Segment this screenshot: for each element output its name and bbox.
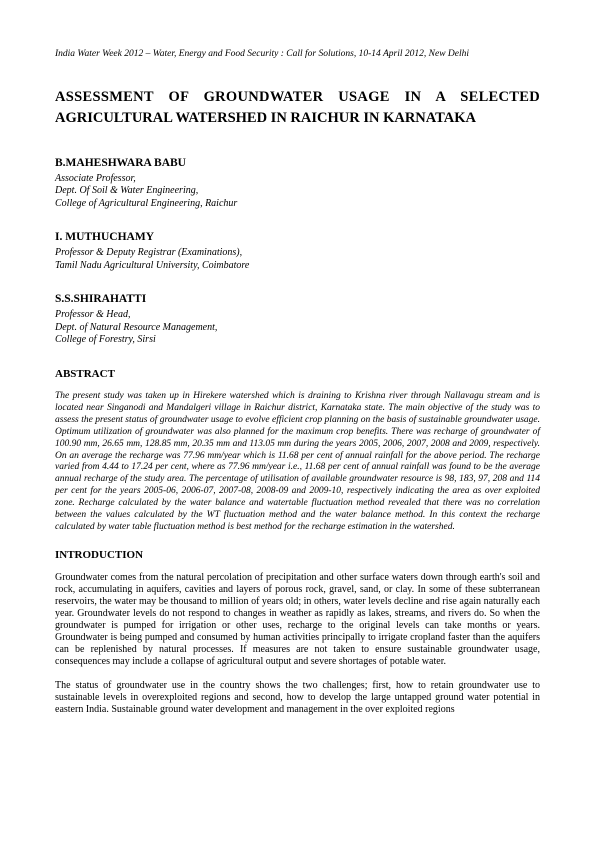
author-info-2: Professor & Deputy Registrar (Examinatio…	[55, 247, 540, 272]
author-block-2: I. MUTHUCHAMY Professor & Deputy Registr…	[55, 230, 540, 272]
title-line-1: ASSESSMENT OF GROUNDWATER USAGE IN A SEL…	[55, 88, 540, 107]
abstract-heading: ABSTRACT	[55, 367, 540, 381]
introduction-para-1: Groundwater comes from the natural perco…	[55, 572, 540, 668]
author-name-2: I. MUTHUCHAMY	[55, 230, 540, 245]
introduction-para-2: The status of groundwater use in the cou…	[55, 680, 540, 716]
author-info-1: Associate Professor,Dept. Of Soil & Wate…	[55, 173, 540, 211]
author-name-1: B.MAHESHWARA BABU	[55, 156, 540, 171]
author-info-3: Professor & Head,Dept. of Natural Resour…	[55, 309, 540, 347]
title-line-2: AGRICULTURAL WATERSHED IN RAICHUR IN KAR…	[55, 109, 540, 128]
header-note: India Water Week 2012 – Water, Energy an…	[55, 48, 540, 60]
author-block-3: S.S.SHIRAHATTI Professor & Head,Dept. of…	[55, 292, 540, 346]
introduction-heading: INTRODUCTION	[55, 548, 540, 562]
author-block-1: B.MAHESHWARA BABU Associate Professor,De…	[55, 156, 540, 210]
author-name-3: S.S.SHIRAHATTI	[55, 292, 540, 307]
abstract-text: The present study was taken up in Hireke…	[55, 391, 540, 534]
